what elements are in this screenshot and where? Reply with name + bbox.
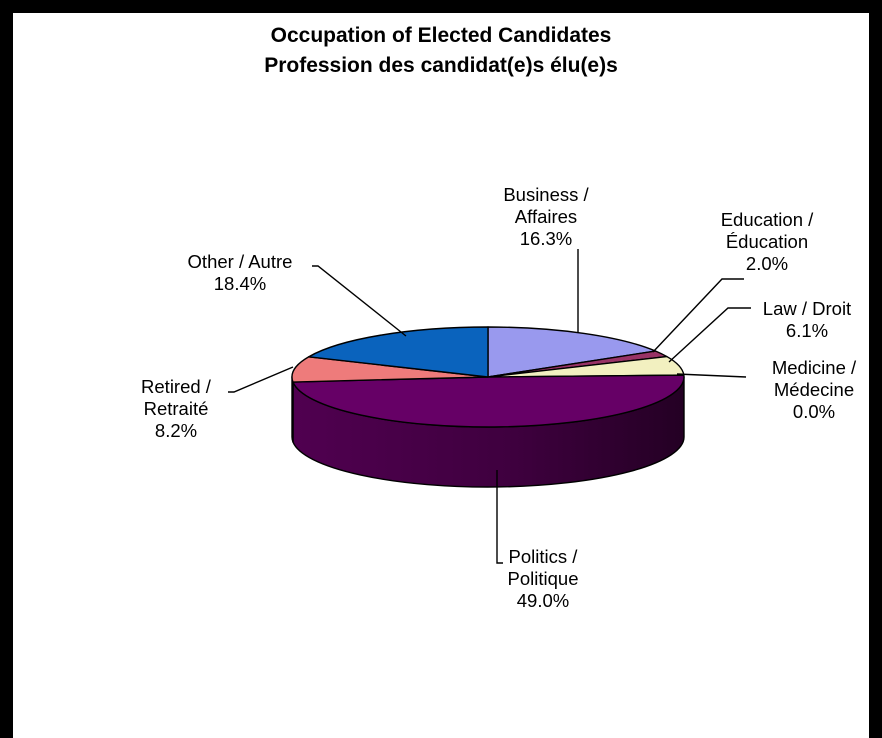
slice-label-4: Politique bbox=[508, 568, 579, 589]
slice-label-5: Retraité bbox=[144, 398, 209, 419]
pie-slice-4 bbox=[292, 374, 685, 428]
pie-slice-0 bbox=[487, 326, 657, 378]
slice-label-1: Education / bbox=[721, 209, 814, 230]
slice-label-3: Medicine / bbox=[772, 357, 857, 378]
slice-label-3: Médecine bbox=[774, 379, 854, 400]
slice-value-label-3: 0.0% bbox=[793, 401, 835, 422]
slice-label-0: Business / bbox=[503, 184, 589, 205]
pie-slice-5 bbox=[291, 356, 489, 383]
slice-value-label-1: 2.0% bbox=[746, 253, 788, 274]
pie-slice-6 bbox=[307, 326, 489, 378]
slice-value-label-6: 18.4% bbox=[214, 273, 266, 294]
leader-line-5 bbox=[228, 366, 294, 393]
chart-subtitle: Profession des candidat(e)s élu(e)s bbox=[264, 54, 618, 77]
leader-line-4 bbox=[496, 470, 503, 564]
slice-label-4: Politics / bbox=[509, 546, 579, 567]
slice-label-1: Éducation bbox=[726, 231, 808, 252]
pie-side-5 bbox=[291, 376, 294, 443]
slice-value-label-2: 6.1% bbox=[786, 320, 828, 341]
leader-line-6 bbox=[312, 265, 407, 337]
slice-value-label-5: 8.2% bbox=[155, 420, 197, 441]
chart-title-block: Occupation of Elected Candidates Profess… bbox=[0, 21, 882, 81]
slice-label-6: Other / Autre bbox=[188, 251, 293, 272]
leader-line-1 bbox=[652, 278, 744, 353]
chart-title: Occupation of Elected Candidates bbox=[270, 24, 612, 47]
slice-value-label-4: 49.0% bbox=[517, 590, 569, 611]
slice-value-label-0: 16.3% bbox=[520, 228, 572, 249]
leader-line-3 bbox=[676, 373, 747, 378]
slice-label-5: Retired / bbox=[141, 376, 212, 397]
slice-label-2: Law / Droit bbox=[763, 298, 851, 319]
leader-line-2 bbox=[668, 307, 751, 363]
slice-label-0: Affaires bbox=[515, 206, 577, 227]
